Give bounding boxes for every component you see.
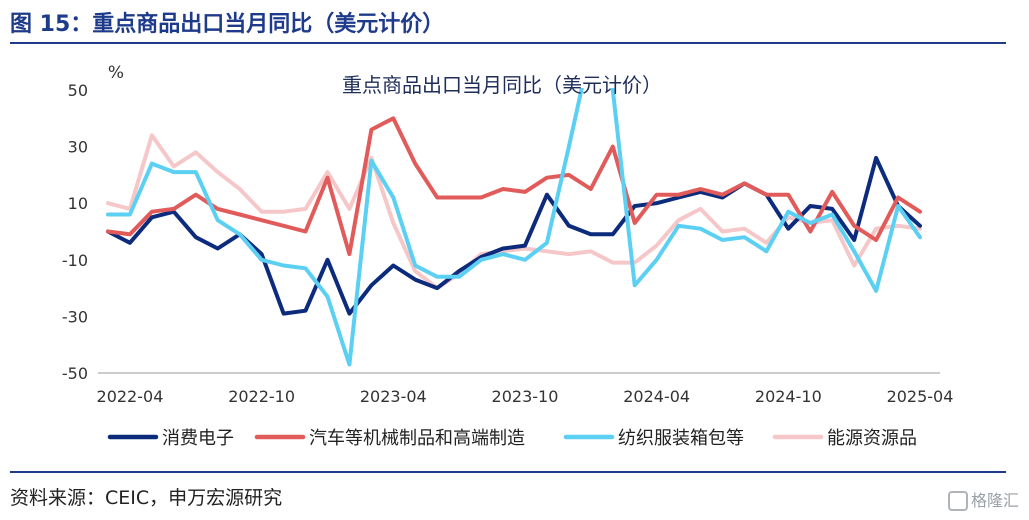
y-tick-label: -30 bbox=[62, 307, 88, 326]
x-tick-label: 2023-10 bbox=[492, 387, 559, 406]
legend-label: 消费电子 bbox=[162, 428, 234, 449]
watermark: 格隆汇 bbox=[947, 487, 1019, 512]
y-tick-label: -10 bbox=[62, 251, 88, 270]
chart-lines bbox=[106, 88, 922, 367]
source-note: 资料来源：CEIC，申万宏源研究 bbox=[10, 487, 283, 509]
x-tick-label: 2025-04 bbox=[887, 387, 954, 406]
x-tick-label: 2022-10 bbox=[228, 387, 295, 406]
legend-label: 能源资源品 bbox=[827, 428, 917, 449]
y-tick-label: 50 bbox=[68, 81, 88, 100]
x-tick-label: 2024-04 bbox=[623, 387, 690, 406]
legend-label: 汽车等机械制品和高端制造 bbox=[309, 428, 525, 449]
watermark-logo-icon bbox=[947, 490, 968, 511]
legend-label: 纺织服装箱包等 bbox=[618, 428, 744, 449]
x-tick-label: 2022-04 bbox=[97, 387, 164, 406]
chart-legend: 消费电子 汽车等机械制品和高端制造 纺织服装箱包等 能源资源品 bbox=[107, 428, 917, 449]
x-tick-label: 2024-10 bbox=[755, 387, 822, 406]
series-line-2 bbox=[106, 88, 922, 367]
x-tick-label: 2023-04 bbox=[360, 387, 427, 406]
top-rule bbox=[10, 42, 1006, 44]
y-tick-label: 30 bbox=[68, 138, 88, 157]
figure-title: 图 15：重点商品出口当月同比（美元计价） bbox=[10, 12, 445, 37]
bottom-rule bbox=[10, 471, 1006, 473]
chart-axes: 50 30 10 -10 -30 -50 2022-04 2022-10 2023-04 2023… bbox=[62, 81, 954, 406]
series-line-1 bbox=[106, 116, 922, 257]
chart-title: 重点商品出口当月同比（美元计价） bbox=[342, 73, 662, 97]
y-tick-label: 10 bbox=[68, 194, 88, 213]
y-axis-unit: % bbox=[108, 63, 124, 83]
y-tick-label: -50 bbox=[62, 364, 88, 383]
watermark-text: 格隆汇 bbox=[970, 491, 1019, 510]
